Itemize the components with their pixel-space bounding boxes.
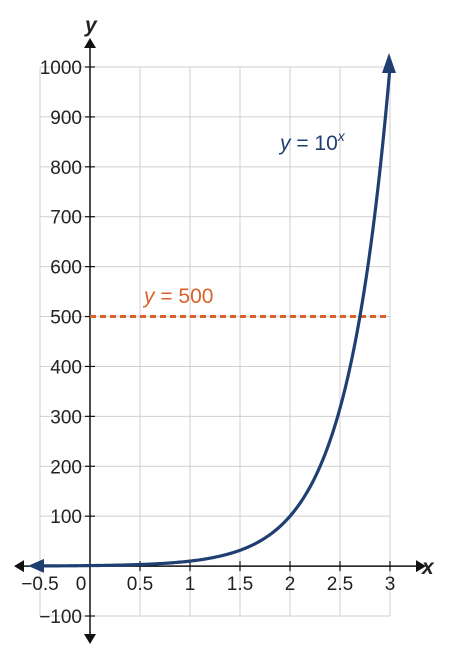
y-tick-label: 900: [50, 108, 82, 129]
x-tick-label: 2.5: [327, 574, 353, 595]
exp-curve-label: y = 10x: [278, 128, 346, 155]
x-tick-label: 1: [185, 574, 196, 595]
line-label-mid: = 500: [155, 285, 214, 308]
y-tick-label: 700: [50, 208, 82, 229]
x-tick-label: 0: [76, 574, 87, 595]
exp-arrow-top: [382, 53, 396, 73]
grid: [39, 66, 391, 617]
y-tick-label: 100: [50, 507, 82, 528]
exp-label-y: y: [278, 132, 292, 155]
y-tick-label: 600: [50, 258, 82, 279]
y-axis-arrow-down: [84, 634, 96, 644]
y-tick-label: −100: [39, 607, 82, 628]
exp-arrow-left: [28, 558, 44, 573]
x-tick-label: 1.5: [227, 574, 253, 595]
x-axis-arrow-right: [416, 560, 426, 573]
y-tick-label: 1000: [40, 58, 82, 79]
y-tick-label: 200: [50, 457, 82, 478]
x-tick-label: 3: [385, 574, 396, 595]
y-axis-arrow-up: [84, 38, 96, 48]
y-tick-label: 400: [50, 357, 82, 378]
y-tick-label: 300: [50, 407, 82, 428]
x-tick-label: −0.5: [21, 574, 59, 595]
y-tick-label: 800: [50, 158, 82, 179]
y-tick-label: 500: [50, 308, 82, 329]
exp-label-superscript: x: [337, 128, 346, 144]
x-axis-arrow-left: [14, 560, 24, 573]
tick-labels: −0.5 0 0.5 1 1.5 2 2.5 3 −100 100 200 300 400 500 600 7…: [21, 58, 395, 628]
horizontal-line-label: y = 500: [142, 285, 213, 308]
x-axis-name: x: [421, 556, 435, 579]
exp-label-mid: = 10: [291, 132, 338, 155]
series-layer: [28, 53, 396, 573]
x-tick-label: 2: [285, 574, 296, 595]
y-axis-name: y: [84, 14, 98, 37]
line-label-y: y: [142, 285, 156, 308]
x-tick-label: 0.5: [127, 574, 153, 595]
series-line-exp: [40, 66, 392, 568]
